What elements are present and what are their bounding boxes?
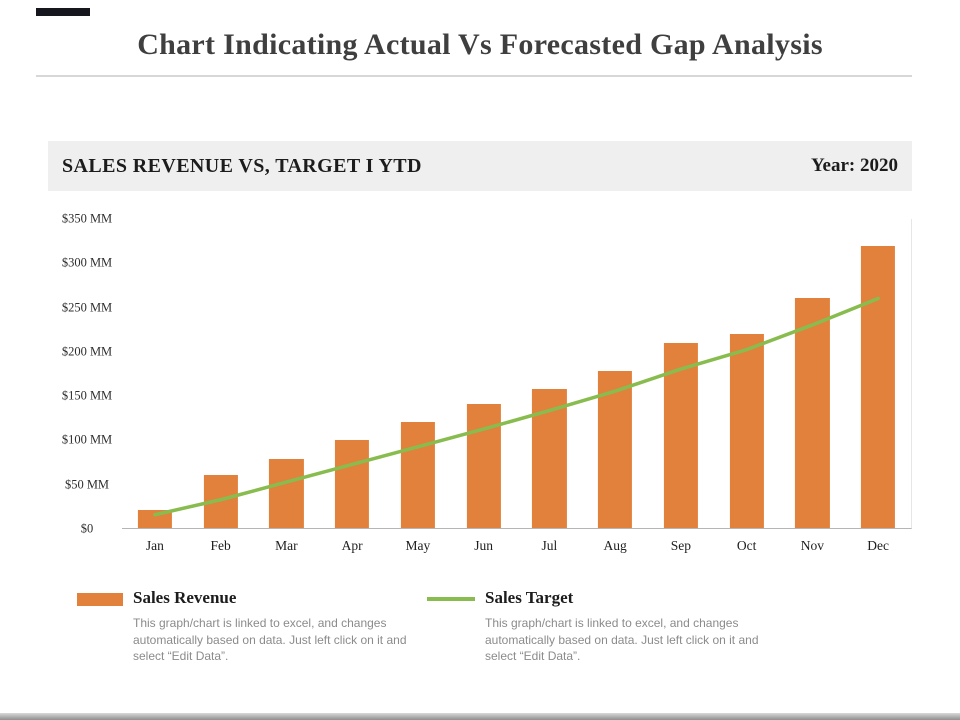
legend-note-sales-revenue: This graph/chart is linked to excel, and… bbox=[133, 616, 407, 664]
bar-jan[interactable] bbox=[137, 510, 172, 528]
chart-legend: Sales Revenue This graph/chart is linked… bbox=[77, 588, 912, 665]
y-axis-tick-label: $300 MM bbox=[61, 255, 113, 270]
x-axis-label-mar: Mar bbox=[275, 538, 298, 553]
chart-header: SALES REVENUE VS, TARGET I YTD Year: 202… bbox=[48, 141, 912, 191]
title-divider bbox=[36, 75, 912, 77]
x-axis-label-jun: Jun bbox=[474, 538, 493, 553]
legend-label-sales-revenue: Sales Revenue bbox=[133, 588, 237, 607]
bar-nov[interactable] bbox=[795, 298, 830, 528]
x-axis: Jan Feb Mar Apr May Jun Jul Aug Sep Oct Nov Dec bbox=[122, 529, 911, 554]
sales-revenue-swatch bbox=[77, 593, 123, 606]
y-axis-tick-label: $200 MM bbox=[61, 344, 113, 359]
chart-title: SALES REVENUE VS, TARGET I YTD bbox=[62, 154, 422, 177]
y-axis-tick-label: $150 MM bbox=[61, 388, 113, 403]
x-axis-label-apr: Apr bbox=[341, 538, 363, 553]
y-axis-tick-label: $250 MM bbox=[61, 300, 113, 315]
page-title: Chart Indicating Actual Vs Forecasted Ga… bbox=[137, 28, 823, 61]
x-axis-label-jan: Jan bbox=[145, 538, 164, 553]
y-axis-tick-label: $100 MM bbox=[61, 432, 113, 447]
legend-item-sales-revenue: Sales Revenue This graph/chart is linked… bbox=[77, 588, 427, 665]
y-axis-tick-label: $50 MM bbox=[64, 477, 110, 492]
bar-may[interactable] bbox=[400, 422, 435, 528]
chart-panel: SALES REVENUE VS, TARGET I YTD Year: 202… bbox=[48, 141, 912, 665]
x-axis-label-jul: Jul bbox=[541, 538, 558, 553]
legend-label-sales-target: Sales Target bbox=[485, 588, 574, 607]
bar-jun[interactable] bbox=[466, 404, 501, 528]
bar-feb[interactable] bbox=[203, 475, 238, 528]
x-axis-label-sep: Sep bbox=[670, 538, 691, 553]
bar-dec[interactable] bbox=[861, 245, 896, 528]
bar-sep[interactable] bbox=[663, 342, 698, 528]
sales-target-line[interactable] bbox=[122, 219, 911, 528]
x-axis-label-oct: Oct bbox=[736, 538, 757, 553]
bar-aug[interactable] bbox=[598, 370, 633, 528]
y-axis-tick-label: $0 bbox=[80, 521, 94, 536]
top-accent-bar bbox=[36, 8, 90, 16]
legend-note-sales-target: This graph/chart is linked to excel, and… bbox=[485, 616, 759, 664]
chart: $0 $50 MM $100 MM $150 MM $200 MM $250 MM $300… bbox=[48, 212, 912, 536]
legend-item-sales-target: Sales Target This graph/chart is linked … bbox=[427, 588, 777, 665]
y-axis: $0 $50 MM $100 MM $150 MM $200 MM $250 MM $300… bbox=[52, 212, 122, 536]
bottom-accent-bar bbox=[0, 713, 960, 720]
x-axis-label-nov: Nov bbox=[800, 538, 824, 553]
x-axis-label-may: May bbox=[405, 538, 431, 553]
bar-apr[interactable] bbox=[335, 439, 370, 528]
x-axis-label-feb: Feb bbox=[210, 538, 231, 553]
y-axis-tick-label: $350 MM bbox=[61, 211, 113, 226]
sales-target-swatch bbox=[427, 597, 475, 601]
bar-oct[interactable] bbox=[729, 333, 764, 528]
x-axis-label-aug: Aug bbox=[603, 538, 627, 553]
bar-mar[interactable] bbox=[269, 459, 304, 528]
year-label: Year: 2020 bbox=[810, 155, 898, 176]
chart-plot-area[interactable] bbox=[122, 219, 912, 529]
bar-jul[interactable] bbox=[532, 388, 567, 528]
x-axis-label-dec: Dec bbox=[867, 538, 889, 553]
